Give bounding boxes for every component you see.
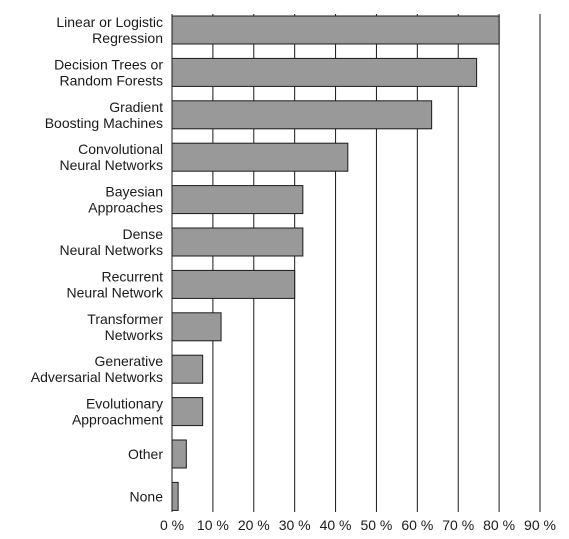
- category-label: Other: [128, 446, 163, 462]
- x-tick-label: 20 %: [238, 517, 270, 533]
- category-label-line: Transformer: [87, 311, 163, 327]
- x-tick-label: 90 %: [524, 517, 556, 533]
- category-label: None: [130, 488, 164, 504]
- category-label: Transformer Networks: [87, 311, 163, 343]
- bar: [171, 312, 222, 342]
- x-tick-label: 0 %: [160, 517, 184, 533]
- bar: [171, 354, 204, 384]
- bar: [171, 439, 187, 469]
- x-tick-label: 60 %: [401, 517, 433, 533]
- x-axis-tick-labels: 0 % 10 % 20 % 30 % 40 % 50 % 60 % 70 % 80 % 90 %: [160, 517, 556, 533]
- category-label-line: Bayesian: [105, 184, 163, 200]
- bar: [171, 481, 179, 511]
- x-tick-label: 80 %: [483, 517, 515, 533]
- x-tick-label: 30 %: [279, 517, 311, 533]
- category-label: Dense Neural Networks: [60, 226, 164, 258]
- category-label-line: Generative: [95, 353, 164, 369]
- category-label: Recurrent Neural Network: [67, 268, 164, 300]
- category-label-line: Other: [128, 446, 163, 462]
- category-label-line: None: [130, 488, 164, 504]
- category-label-line: Networks: [105, 327, 163, 343]
- bar: [171, 397, 204, 427]
- bar: [171, 269, 296, 299]
- category-label-line: Linear or Logistic: [56, 14, 163, 30]
- category-label-line: Recurrent: [102, 268, 164, 284]
- bar: [171, 15, 500, 45]
- category-label: Evolutionary Approachment: [72, 396, 163, 428]
- category-label: Bayesian Approaches: [88, 184, 163, 216]
- bar: [171, 142, 349, 172]
- bar: [171, 100, 433, 130]
- x-tick-label: 10 %: [197, 517, 229, 533]
- category-label-line: Neural Network: [67, 284, 164, 300]
- category-label: Convolutional Neural Networks: [60, 141, 163, 173]
- bar: [171, 57, 478, 87]
- bars: [171, 15, 500, 511]
- category-label-line: Approachment: [72, 412, 163, 428]
- category-label-line: Boosting Machines: [45, 115, 163, 131]
- category-label-line: Evolutionary: [86, 396, 163, 412]
- x-tick-label: 40 %: [320, 517, 352, 533]
- category-label: Decision Trees or Random Forests: [54, 56, 163, 88]
- bar: [171, 185, 304, 215]
- x-tick-label: 50 %: [360, 517, 392, 533]
- gridlines: [171, 14, 541, 512]
- x-tick-label: 70 %: [442, 517, 474, 533]
- category-label-line: Gradient: [109, 99, 163, 115]
- category-label: Gradient Boosting Machines: [45, 99, 163, 131]
- category-label-line: Neural Networks: [60, 242, 163, 258]
- category-label-line: Neural Networks: [60, 157, 163, 173]
- category-label: Linear or Logistic Regression: [56, 14, 163, 46]
- category-label-line: Random Forests: [60, 72, 163, 88]
- category-label-line: Convolutional: [78, 141, 163, 157]
- category-label-line: Approaches: [88, 200, 163, 216]
- category-label-line: Regression: [92, 30, 163, 46]
- category-label: Generative Adversarial Networks: [31, 353, 163, 385]
- category-labels: Linear or Logistic Regression Decision Tre…: [31, 14, 164, 504]
- category-label-line: Dense: [123, 226, 164, 242]
- bar: [171, 227, 304, 257]
- category-label-line: Adversarial Networks: [31, 369, 163, 385]
- category-label-line: Decision Trees or: [54, 56, 163, 72]
